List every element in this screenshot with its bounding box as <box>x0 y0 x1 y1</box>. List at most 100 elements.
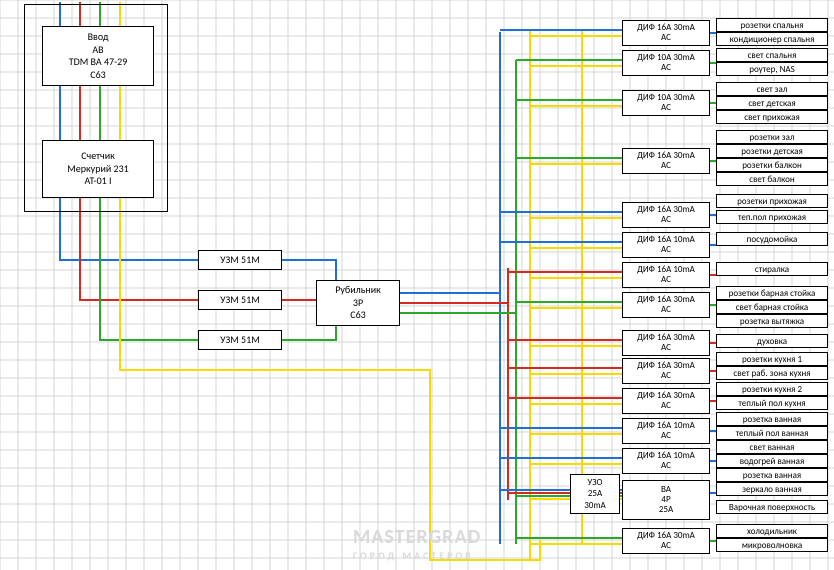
uzo-block: УЗО25А30mA <box>570 474 620 514</box>
load-3: роутер, NAS <box>716 62 828 76</box>
load-24-line0: теплый пол ванная <box>736 428 809 439</box>
uzm-0: УЗМ 51М <box>198 250 282 270</box>
dif-10: ДИФ 16А 30mAAC <box>622 388 710 414</box>
dif-9-line1: AC <box>661 371 671 381</box>
meter-block-line2: AT-01 I <box>84 175 111 188</box>
load-17: розетка вытяжка <box>716 314 828 328</box>
dif-9: ДИФ 16А 30mAAC <box>622 358 710 384</box>
load-11: розетки прихожая <box>716 194 828 208</box>
switch-block-line0: Рубильник <box>335 284 381 297</box>
load-18-line0: духовка <box>757 336 787 347</box>
dif-2: ДИФ 10А 30mAAC <box>622 90 710 116</box>
load-28-line0: зеркало ванная <box>742 484 802 495</box>
load-10-line0: свет балкон <box>749 174 794 185</box>
load-6: свет прихожая <box>716 110 828 124</box>
load-2-line0: свет спальня <box>748 50 797 61</box>
uzm-1-line0: УЗМ 51М <box>220 294 260 307</box>
load-19: розетки кухня 1 <box>716 352 828 366</box>
load-12: теп.пол прихожая <box>716 210 828 224</box>
dif-13-line2: 25А <box>659 505 673 515</box>
uzm-2-line0: УЗМ 51М <box>220 334 260 347</box>
load-0-line0: розетки спальня <box>741 20 804 31</box>
switch-block: Рубильник3PC63 <box>316 280 400 326</box>
load-29: Варочная поверхность <box>716 500 828 514</box>
load-1: кондиционер спальня <box>716 32 828 46</box>
dif-6-line1: AC <box>661 275 671 285</box>
uzm-2: УЗМ 51М <box>198 330 282 350</box>
load-4: свет зал <box>716 82 828 96</box>
load-28: зеркало ванная <box>716 482 828 496</box>
load-12-line0: теп.пол прихожая <box>738 212 806 223</box>
load-1-line0: кондиционер спальня <box>730 34 815 45</box>
diagram-sheet: ВводАВTDM ВА 47-29C63 СчетчикМеркурий 231… <box>0 0 834 570</box>
uzm-1: УЗМ 51М <box>198 290 282 310</box>
dif-12-line1: AC <box>661 461 671 471</box>
load-15: розетки барная стойка <box>716 286 828 300</box>
dif-13: ВА4P25А <box>622 480 710 520</box>
dif-8-line1: AC <box>661 343 671 353</box>
load-27: розетка ванная <box>716 468 828 482</box>
load-5: свет детская <box>716 96 828 110</box>
dif-10-line1: AC <box>661 401 671 411</box>
load-10: свет балкон <box>716 172 828 186</box>
load-31: микроволновка <box>716 538 828 552</box>
load-27-line0: розетка ванная <box>743 470 801 481</box>
dif-0: ДИФ 16А 30mAAC <box>622 20 710 46</box>
load-26-line0: водогрей ванная <box>740 456 805 467</box>
load-23-line0: розетка ванная <box>743 414 801 425</box>
load-30: холодильник <box>716 524 828 538</box>
dif-14-line1: AC <box>661 541 671 551</box>
load-22-line0: теплый пол кухня <box>738 398 805 409</box>
uzo-block-line2: 30mA <box>584 500 606 511</box>
dif-4: ДИФ 16А 30mAAC <box>622 202 710 228</box>
load-14: стиралка <box>716 262 828 276</box>
load-15-line0: розетки барная стойка <box>729 288 816 299</box>
dif-12: ДИФ 16А 10mAAC <box>622 448 710 474</box>
load-23: розетка ванная <box>716 412 828 426</box>
load-29-line0: Варочная поверхность <box>729 502 815 513</box>
load-26: водогрей ванная <box>716 454 828 468</box>
load-2: свет спальня <box>716 48 828 62</box>
dif-7-line1: AC <box>661 305 671 315</box>
dif-14: ДИФ 16А 30mAAC <box>622 528 710 554</box>
dif-0-line1: AC <box>661 33 671 43</box>
load-11-line0: розетки прихожая <box>737 196 807 207</box>
load-0: розетки спальня <box>716 18 828 32</box>
load-13: посудомойка <box>716 232 828 246</box>
switch-block-line2: C63 <box>350 309 365 322</box>
load-22: теплый пол кухня <box>716 396 828 410</box>
dif-11: ДИФ 16А 10mAAC <box>622 418 710 444</box>
load-13-line0: посудомойка <box>747 234 798 245</box>
load-16: свет барная стойка <box>716 300 828 314</box>
input-block-line3: C63 <box>90 69 105 82</box>
load-9-line0: розетки балкон <box>742 160 802 171</box>
dif-8: ДИФ 16А 30mAAC <box>622 330 710 356</box>
meter-block: СчетчикМеркурий 231AT-01 I <box>42 140 154 198</box>
dif-3-line1: AC <box>661 161 671 171</box>
load-18: духовка <box>716 334 828 348</box>
uzo-block-line0: УЗО <box>588 477 603 488</box>
dif-1: ДИФ 10А 30mAAC <box>622 50 710 76</box>
dif-3: ДИФ 16А 30mAAC <box>622 148 710 174</box>
load-20: свет раб. зона кухня <box>716 366 828 380</box>
load-6-line0: свет прихожая <box>744 112 799 123</box>
load-21: розетки кухня 2 <box>716 382 828 396</box>
load-25-line0: свет ванная <box>750 442 795 453</box>
load-7-line0: розетки зал <box>750 132 795 143</box>
dif-11-line1: AC <box>661 431 671 441</box>
load-24: теплый пол ванная <box>716 426 828 440</box>
uzo-block-line1: 25А <box>588 488 602 499</box>
dif-6: ДИФ 16А 10mAAC <box>622 262 710 288</box>
meter-block-line0: Счетчик <box>81 150 115 163</box>
load-8-line0: розетки детская <box>741 146 803 157</box>
load-31-line0: микроволновка <box>742 540 802 551</box>
input-block: ВводАВTDM ВА 47-29C63 <box>42 26 154 86</box>
dif-1-line1: AC <box>661 63 671 73</box>
load-30-line0: холодильник <box>747 526 797 537</box>
dif-4-line1: AC <box>661 215 671 225</box>
uzm-0-line0: УЗМ 51М <box>220 254 260 267</box>
load-5-line0: свет детская <box>748 98 795 109</box>
load-9: розетки балкон <box>716 158 828 172</box>
load-8: розетки детская <box>716 144 828 158</box>
dif-2-line1: AC <box>661 103 671 113</box>
